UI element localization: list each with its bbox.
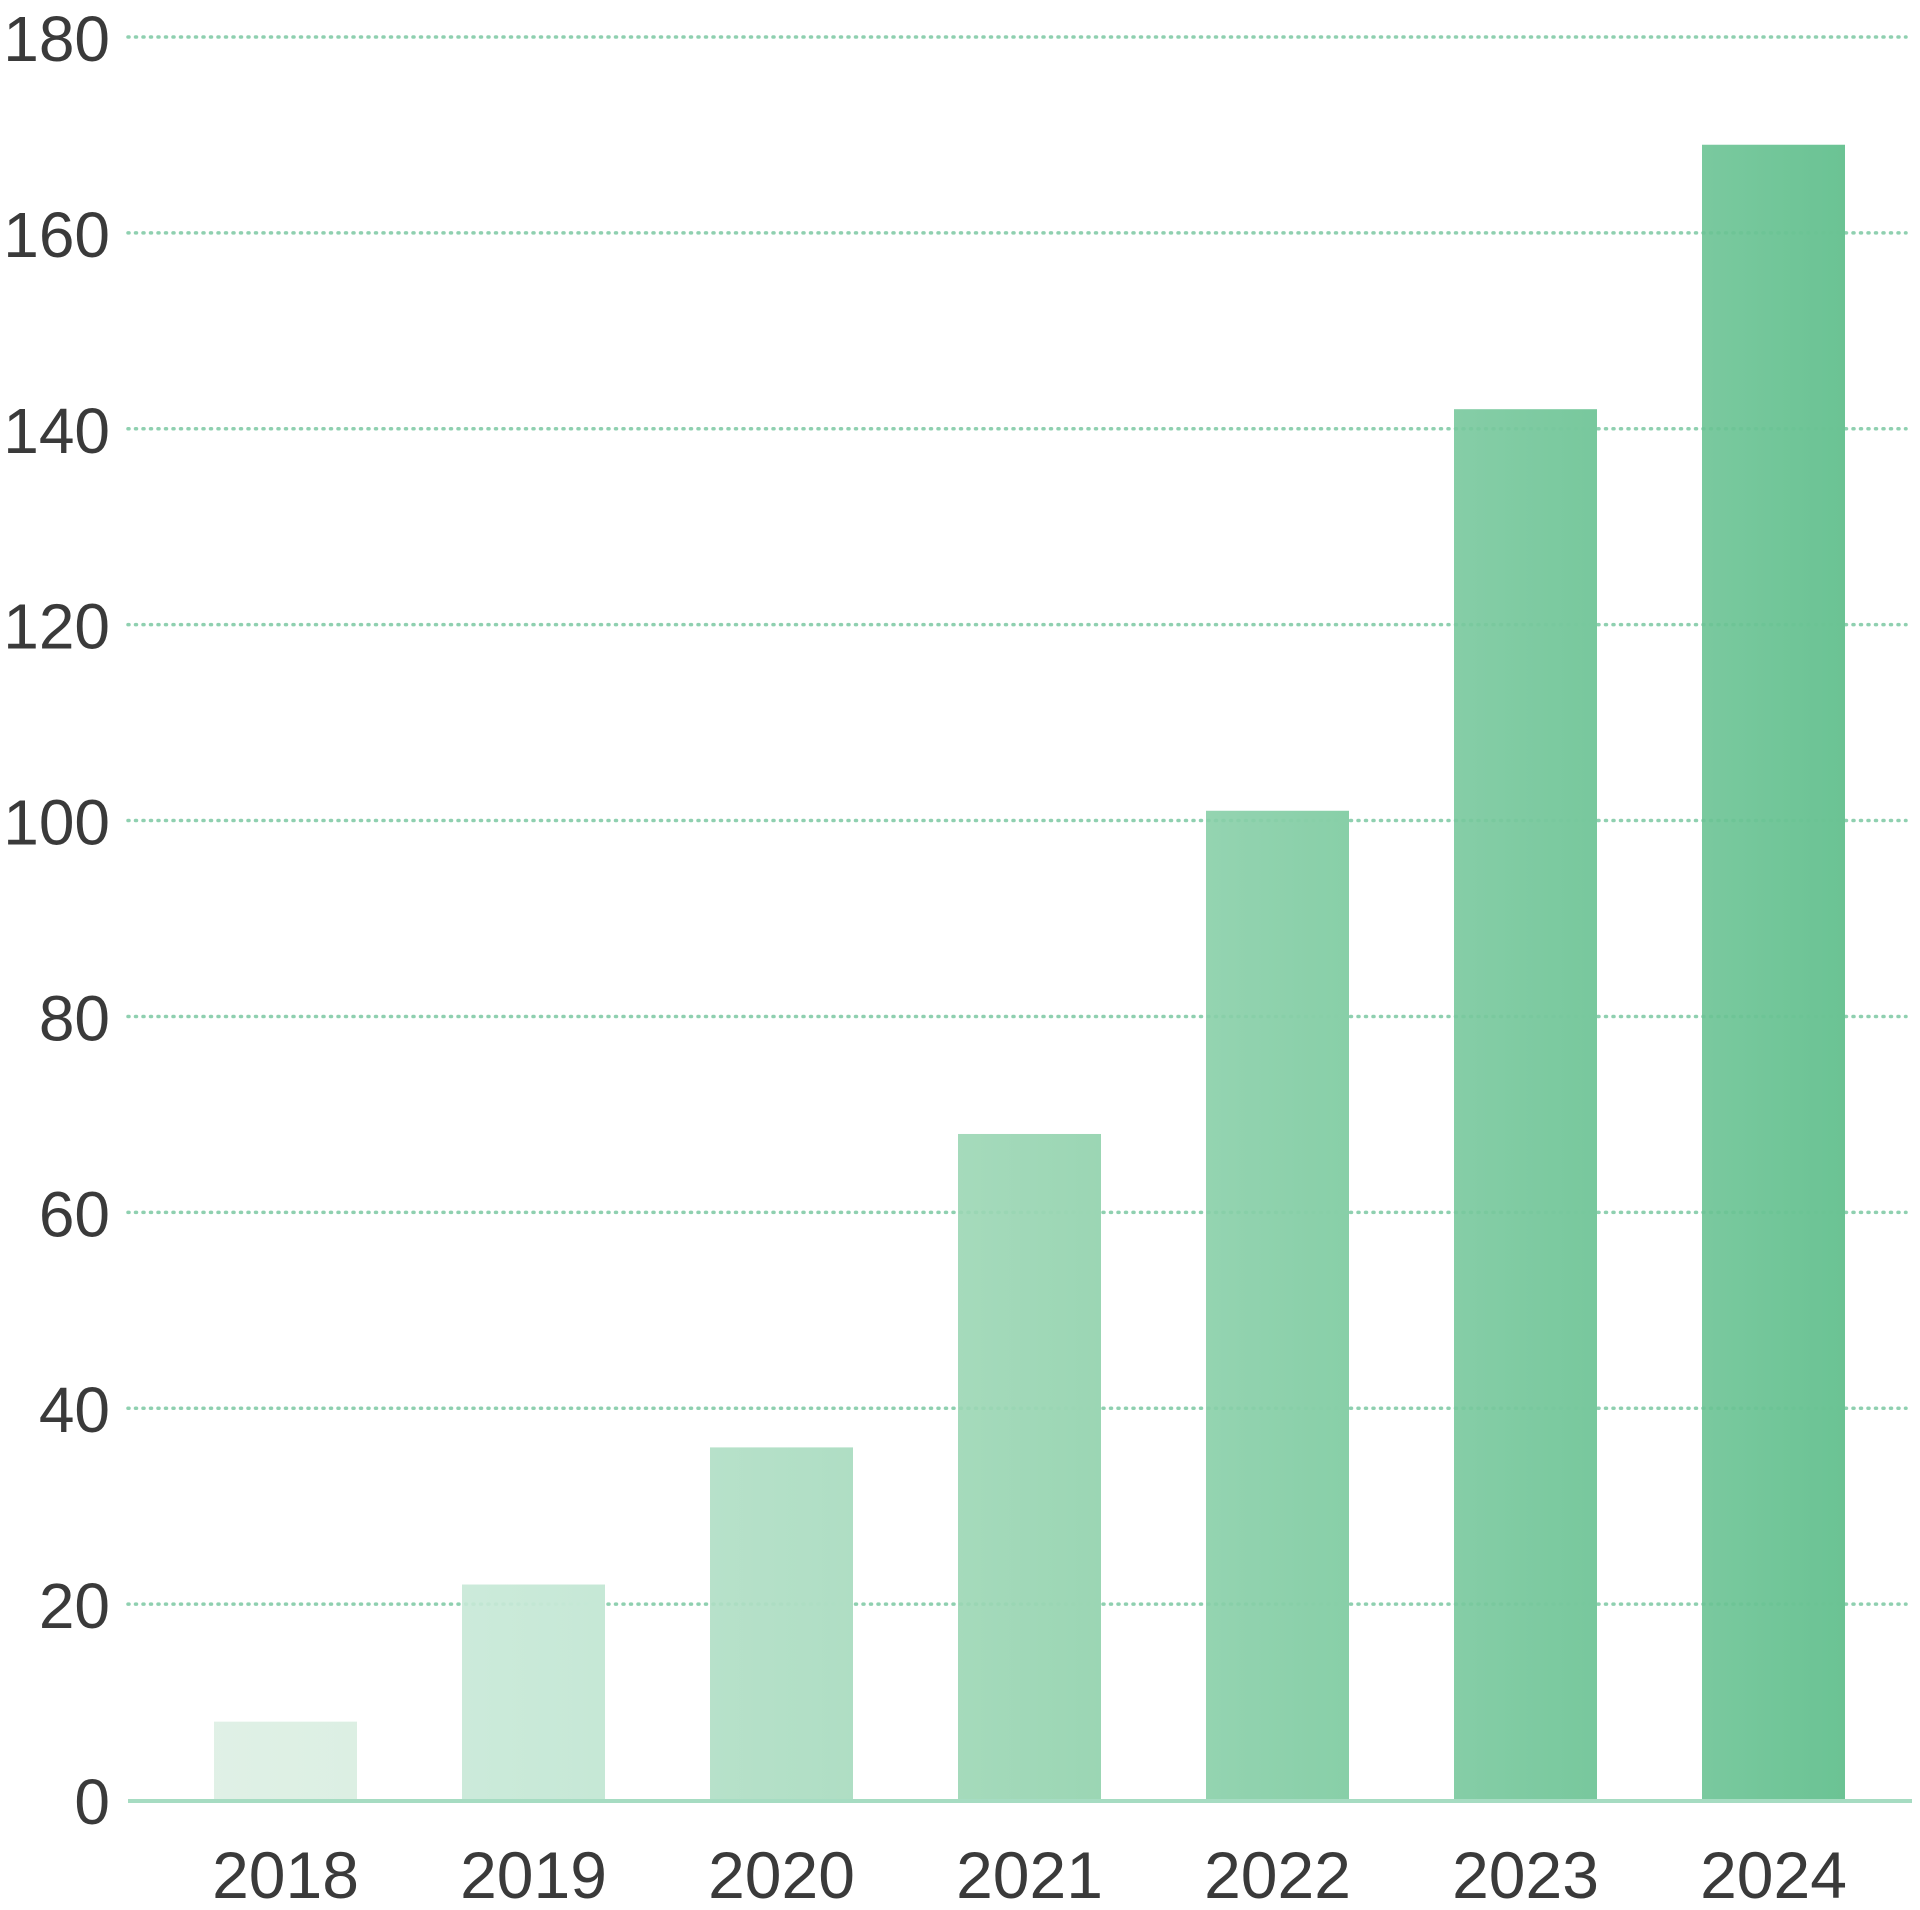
y-tick-label: 20 [39,1570,110,1642]
y-tick-label: 100 [3,787,110,859]
bars [214,144,1845,1800]
x-tick-label: 2024 [1700,1838,1847,1910]
y-tick-label: 40 [39,1374,110,1446]
y-tick-label: 180 [3,3,110,75]
y-tick-label: 0 [74,1766,110,1838]
bar-2022 [1206,810,1349,1800]
y-axis-ticks: 0 20 40 60 80 100 120 140 160 180 [3,3,110,1838]
bar-2023 [1454,409,1597,1800]
x-tick-label: 2020 [708,1838,855,1910]
y-tick-label: 140 [3,395,110,467]
x-tick-label: 2021 [956,1838,1103,1910]
bar-2020 [710,1447,853,1800]
bar-2019 [462,1584,605,1800]
y-tick-label: 60 [39,1178,110,1250]
x-tick-label: 2023 [1452,1838,1599,1910]
bar-2018 [214,1721,357,1800]
x-tick-label: 2018 [212,1838,359,1910]
x-tick-label: 2019 [460,1838,607,1910]
bar-2021 [958,1133,1101,1800]
y-tick-label: 160 [3,199,110,271]
bar-2024 [1702,144,1845,1800]
x-axis-labels: 2018 2019 2020 2021 2022 2023 2024 [212,1838,1847,1910]
y-tick-label: 80 [39,982,110,1054]
y-tick-label: 120 [3,591,110,663]
x-tick-label: 2022 [1204,1838,1351,1910]
